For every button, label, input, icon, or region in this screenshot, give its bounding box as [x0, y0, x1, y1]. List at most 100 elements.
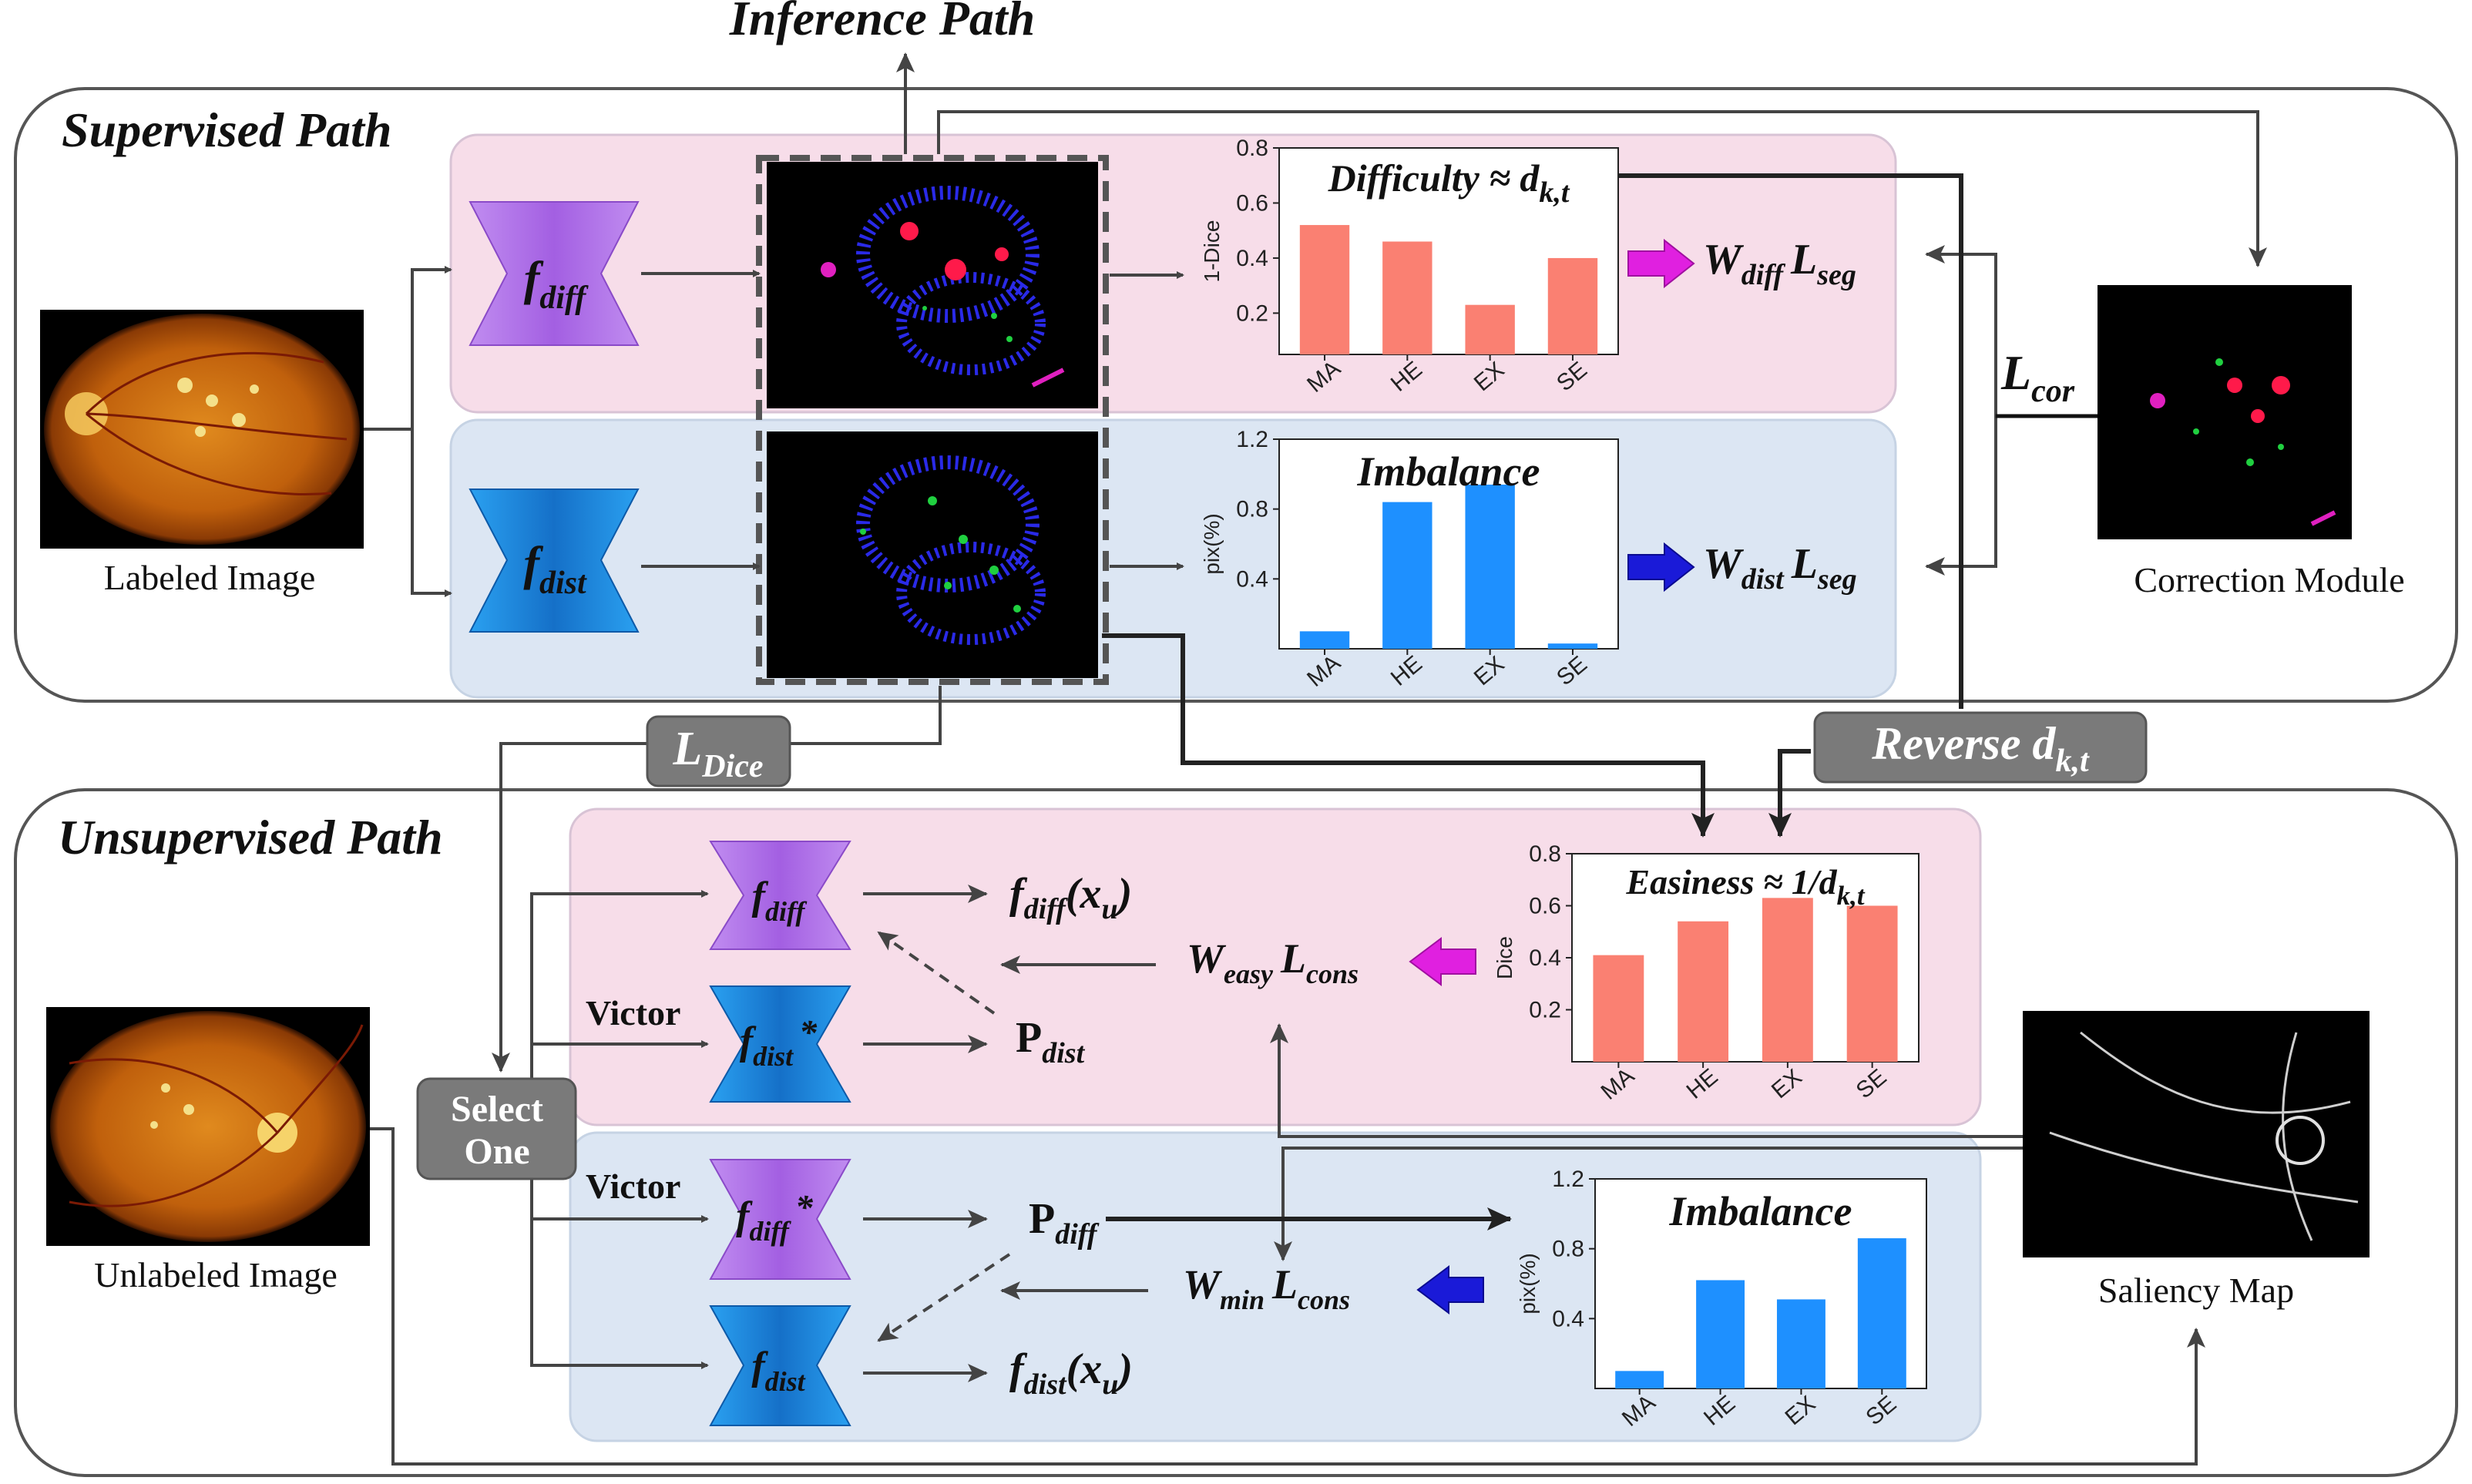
bar-he: [1382, 241, 1432, 354]
f-dist-star-sub: dist: [753, 1041, 794, 1072]
imbalance-output-image: [767, 431, 1098, 678]
unsupervised-path-title: Unsupervised Path: [58, 810, 443, 865]
bar-he: [1382, 502, 1432, 649]
inference-path-title: Inference Path: [729, 0, 1035, 45]
y-tick-label: 0.8: [1552, 1237, 1584, 1262]
p-diff-label: Pdiff: [1029, 1195, 1100, 1251]
victor-label-2: Victor: [586, 1167, 680, 1206]
supervised-path-title: Supervised Path: [62, 102, 391, 157]
plot-area: [1278, 438, 1619, 650]
victor-label-1: Victor: [586, 993, 680, 1032]
bar-ex: [1762, 898, 1813, 1062]
bar-he: [1678, 921, 1729, 1062]
f-diff-star-base: f: [736, 1194, 753, 1238]
correction-module-caption: Correction Module: [2134, 560, 2404, 599]
bar-ma: [1615, 1371, 1664, 1388]
navy-arrow-bottom: [1416, 1265, 1484, 1314]
svg-text:fdiff: fdiff: [752, 875, 808, 927]
unlabeled-image-caption: Unlabeled Image: [94, 1255, 337, 1294]
bar-he: [1696, 1280, 1745, 1388]
svg-text:fdist*: fdist*: [740, 1012, 818, 1072]
svg-text:Reverse dk,t: Reverse dk,t: [1871, 718, 2090, 779]
unlabeled-image: [46, 1007, 370, 1246]
y-tick-label: 0.6: [1236, 190, 1268, 216]
y-tick-label: 0.2: [1236, 300, 1268, 326]
saliency-map-caption: Saliency Map: [2098, 1271, 2294, 1310]
bar-ex: [1465, 304, 1515, 354]
bar-se: [1857, 1238, 1906, 1388]
chart-title: Difficulty ≈ dk,t: [1328, 156, 1570, 209]
correction-module-image: [2098, 285, 2352, 539]
w-dist-lseg-label: Wdist Lseg: [1703, 540, 1857, 596]
bar-ma: [1299, 631, 1350, 649]
bar-ex: [1776, 1299, 1825, 1388]
y-tick-label: 0.4: [1529, 945, 1561, 971]
supervised-section: [14, 87, 2458, 703]
f-diff-star-sub: diff: [750, 1216, 791, 1247]
difficulty-reverse-line: [1576, 173, 1963, 709]
unsupervised-connectors: [370, 885, 2205, 1466]
svg-text:fdist: fdist: [523, 538, 587, 601]
l-dice-box: LDice: [646, 715, 791, 787]
y-tick-label: 0.6: [1529, 894, 1561, 919]
f-diff-star-model: fdiff*: [709, 1159, 851, 1280]
bar-ma: [1299, 225, 1350, 354]
svg-text:fdist: fdist: [751, 1345, 805, 1397]
chart-title: Imbalance: [1669, 1188, 1852, 1234]
w-easy-lcons-label: Weasy Lcons: [1187, 935, 1359, 989]
bar-se: [1547, 643, 1598, 649]
inference-outputs-frame: [756, 155, 1109, 685]
difficulty-output-image: [767, 162, 1098, 408]
f-diff-unsup-sub: diff: [765, 896, 807, 927]
magenta-arrow-bottom: [1409, 937, 1476, 986]
y-tick-label: 0.8: [1529, 841, 1561, 867]
f-diff-sub: diff: [539, 280, 589, 316]
reverse-to-easiness-arrow: [1768, 749, 1811, 838]
imbalance-to-easiness-arrow: [1102, 633, 1715, 838]
f-dist-star-model: fdist*: [709, 985, 851, 1103]
bar-se: [1547, 257, 1598, 354]
f-diff-model: fdiff: [469, 201, 640, 346]
reverse-dkt-box: Reverse dk,t: [1813, 711, 2148, 784]
w-diff-lseg-label: Wdiff Lseg: [1703, 236, 1856, 291]
bar-ma: [1593, 955, 1644, 1062]
labeled-image-caption: Labeled Image: [104, 558, 316, 597]
svg-text:fdiff*: fdiff*: [736, 1187, 814, 1247]
f-dist-model: fdist: [469, 489, 640, 633]
f-dist-unsup-base: f: [751, 1345, 768, 1388]
y-tick-label: 0.2: [1529, 998, 1561, 1023]
navy-arrow-top: [1627, 542, 1695, 593]
y-tick-label: 0.8: [1236, 136, 1268, 161]
w-min-lcons-label: Wmin Lcons: [1183, 1261, 1350, 1315]
y-axis-label: pix(%): [1200, 513, 1224, 574]
saliency-map-image: [2023, 1011, 2370, 1257]
f-dist-unsup-sub: dist: [765, 1366, 806, 1397]
chart-title: Imbalance: [1357, 448, 1540, 495]
f-diff-star-mark: *: [795, 1187, 814, 1227]
svg-text:One: One: [464, 1131, 529, 1172]
f-dist-star-base: f: [740, 1019, 757, 1063]
select-one-box: Select One: [416, 1077, 577, 1180]
chart-title: Easiness ≈ 1/dk,t: [1625, 862, 1865, 911]
y-tick-label: 0.4: [1552, 1306, 1584, 1331]
magenta-arrow-top: [1627, 238, 1695, 289]
y-tick-label: 1.2: [1236, 427, 1268, 452]
unsupervised-section: [14, 788, 2458, 1477]
fdiff-xu-label: fdiff(xu): [1009, 870, 1132, 925]
y-tick-label: 0.4: [1236, 566, 1268, 592]
f-diff-unsup-base: f: [752, 875, 769, 918]
svg-text:LDice: LDice: [672, 723, 763, 784]
svg-text:fdiff: fdiff: [524, 253, 589, 316]
y-axis-label: 1-Dice: [1200, 220, 1224, 283]
y-axis-label: Dice: [1493, 936, 1516, 979]
f-dist-sub: dist: [539, 566, 587, 601]
f-dist-unsup-model: fdist: [709, 1305, 851, 1426]
y-axis-label: pix(%): [1516, 1253, 1540, 1314]
f-diff-unsup-model: fdiff: [709, 841, 851, 950]
y-tick-label: 1.2: [1552, 1167, 1584, 1192]
labeled-image: [40, 310, 364, 549]
y-tick-label: 0.8: [1236, 497, 1268, 522]
